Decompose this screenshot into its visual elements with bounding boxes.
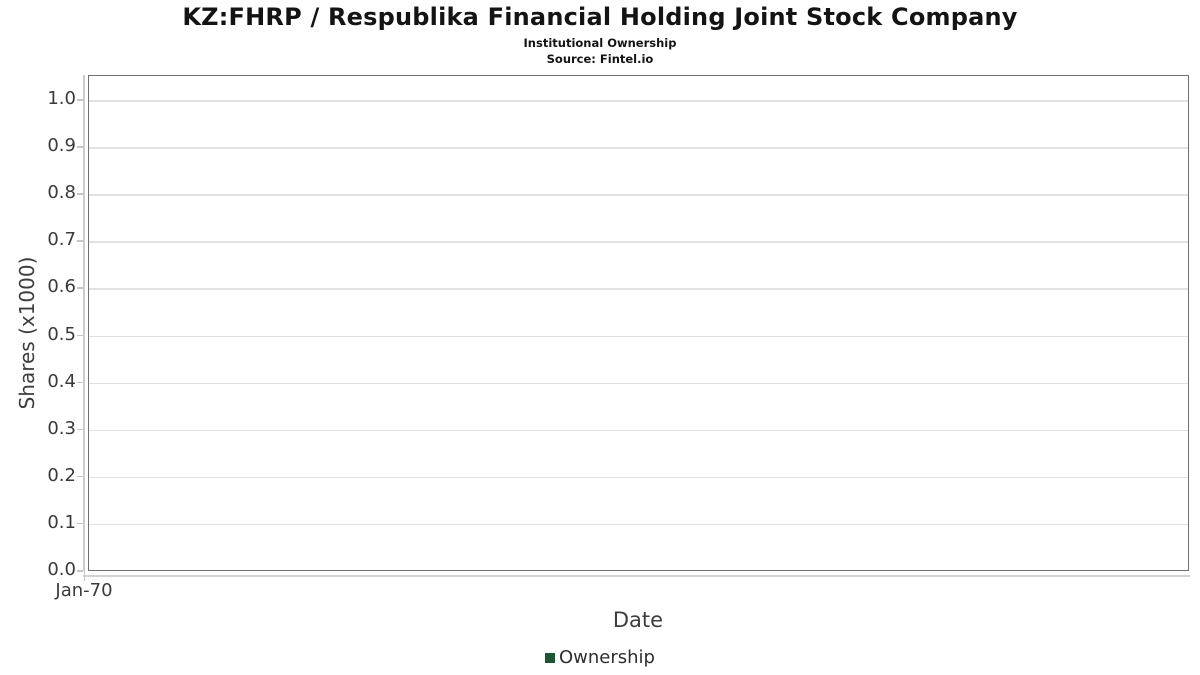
y-axis-title: Shares (x1000) xyxy=(15,256,39,410)
y-gridline xyxy=(89,523,1188,526)
y-tick-mark xyxy=(77,334,83,336)
y-tick-mark xyxy=(77,475,83,478)
y-tick-label: 0.2 xyxy=(47,464,76,486)
x-tick-label: Jan-70 xyxy=(55,580,113,601)
y-tick-mark xyxy=(77,193,83,195)
y-tick-mark xyxy=(77,287,83,289)
y-tick-label: 0.6 xyxy=(47,276,76,298)
legend-marker-ownership xyxy=(545,652,555,663)
y-tick-mark xyxy=(77,146,83,148)
y-tick-mark xyxy=(77,381,83,384)
y-gridline xyxy=(89,100,1188,102)
y-tick-label: 0.4 xyxy=(47,370,76,392)
y-gridline xyxy=(89,241,1188,243)
chart-title: KZ:FHRP / Respublika Financial Holding J… xyxy=(182,3,1018,31)
legend: Ownership xyxy=(0,647,1200,668)
y-gridline xyxy=(89,147,1188,149)
y-tick-mark xyxy=(77,570,83,572)
source-attribution: Source: Fintel.io xyxy=(546,52,654,66)
y-gridline xyxy=(89,476,1188,479)
y-tick-label: 0.0 xyxy=(47,559,76,580)
y-tick-label: 0.1 xyxy=(47,511,76,533)
legend-label-ownership: Ownership xyxy=(559,647,655,668)
y-tick-label: 0.8 xyxy=(47,182,76,204)
y-gridline xyxy=(89,429,1188,432)
chart-subtitle: Institutional Ownership xyxy=(523,36,677,50)
y-gridline xyxy=(89,382,1188,385)
x-axis-line xyxy=(83,574,1190,577)
y-tick-label: 0.3 xyxy=(47,417,76,439)
y-gridline xyxy=(89,335,1188,337)
y-tick-label: 0.7 xyxy=(47,229,76,251)
y-axis-line xyxy=(83,75,85,571)
y-tick-label: 0.9 xyxy=(47,135,76,157)
x-axis-title: Date xyxy=(612,608,664,632)
plot-area xyxy=(88,75,1189,571)
y-tick-mark xyxy=(77,240,83,242)
y-tick-label: 1.0 xyxy=(47,88,76,109)
y-gridline xyxy=(89,288,1188,290)
y-gridline xyxy=(89,194,1188,196)
x-tick-mark xyxy=(83,570,85,581)
y-tick-mark xyxy=(77,99,83,101)
y-tick-mark xyxy=(77,428,83,431)
y-tick-label: 0.5 xyxy=(47,323,76,345)
y-tick-mark xyxy=(77,522,83,525)
